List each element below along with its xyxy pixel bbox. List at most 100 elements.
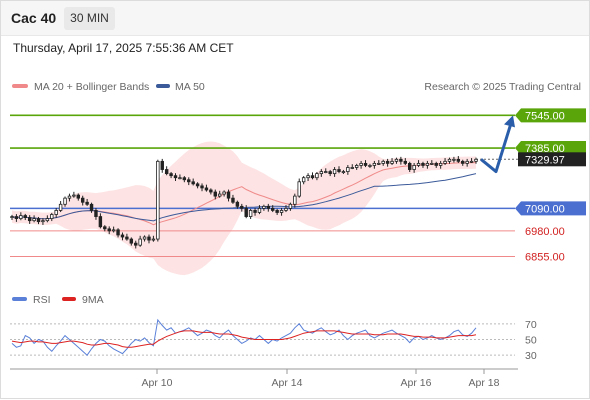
candle-body — [248, 210, 253, 217]
x-tick-label: Apr 16 — [401, 377, 432, 389]
candle-body — [10, 216, 14, 218]
candle-body — [160, 160, 164, 170]
x-axis: Apr 10 Apr 14 Apr 16 Apr 18 — [142, 369, 500, 389]
candle-body — [381, 160, 385, 164]
x-tick-label: Apr 18 — [469, 377, 500, 389]
candle-body — [209, 189, 213, 193]
header-bar: Cac 40 30 MIN — [0, 0, 590, 36]
level-label-7385.00: 7385.00 — [525, 143, 565, 155]
instrument-title: Cac 40 — [11, 10, 57, 26]
level-label-6980.00: 6980.00 — [525, 226, 565, 238]
candle-body — [301, 177, 306, 183]
candle-body — [359, 162, 363, 166]
candle-body — [27, 217, 32, 222]
interval-selector[interactable]: 30 MIN — [64, 7, 115, 30]
level-label-6855.00: 6855.00 — [525, 251, 565, 263]
candle-body — [23, 215, 27, 218]
candle-body — [324, 171, 328, 173]
candle-body — [434, 162, 438, 166]
candle-body — [235, 201, 240, 207]
candle-body — [120, 234, 125, 238]
level-tag-7545.00 — [515, 108, 586, 123]
candle-body — [244, 207, 248, 217]
candle-body — [438, 162, 443, 166]
rsi-ma-legend-swatch — [62, 297, 76, 301]
candles — [10, 156, 478, 249]
candle-body — [310, 175, 315, 179]
candle-body — [58, 203, 63, 211]
candle-body — [363, 162, 368, 166]
candle-body — [271, 207, 275, 211]
candle-body — [337, 169, 341, 172]
candle-body — [80, 197, 85, 203]
candle-body — [425, 162, 430, 166]
candle-body — [469, 160, 474, 163]
candle-body — [103, 226, 107, 230]
candle-body — [430, 162, 434, 165]
candle-body — [151, 238, 156, 241]
candle-body — [284, 207, 288, 211]
candle-body — [394, 158, 399, 162]
bollinger-legend-label: MA 20 + Bollinger Bands — [34, 81, 149, 93]
candle-body — [262, 205, 266, 209]
last-price-tag — [518, 152, 586, 167]
candle-body — [222, 191, 226, 195]
candle-body — [169, 173, 173, 177]
moving-averages — [11, 162, 477, 226]
candle-body — [368, 165, 372, 167]
candle-body — [354, 165, 359, 168]
rsi-legend-label: RSI — [33, 294, 51, 306]
candle-body — [346, 167, 350, 172]
candle-body — [257, 207, 262, 213]
rsi-tick-70: 70 — [525, 319, 537, 331]
candle-body — [372, 162, 377, 166]
candle-body — [76, 194, 80, 199]
candle-body — [350, 167, 354, 169]
candle-body — [275, 210, 279, 213]
candle-body — [50, 214, 54, 220]
candle-body — [72, 194, 76, 197]
forecast-arrow — [480, 115, 515, 174]
candle-body — [182, 177, 187, 181]
candle-body — [240, 205, 244, 209]
ma50-legend-label: MA 50 — [175, 81, 205, 93]
candle-body — [45, 218, 50, 222]
candle-body — [213, 191, 217, 197]
rsi-tick-50: 50 — [525, 335, 537, 347]
rsi-ma-legend-label: 9MA — [82, 294, 104, 306]
candle-body — [288, 203, 293, 209]
candle-body — [385, 160, 390, 164]
candle-body — [32, 218, 36, 222]
candle-body — [456, 158, 461, 162]
ma50-line — [11, 173, 477, 222]
candle-body — [319, 171, 324, 175]
candle-body — [164, 169, 169, 175]
candle-body — [403, 160, 408, 164]
candle-body — [416, 162, 421, 166]
candle-body — [156, 160, 160, 240]
candle-body — [421, 162, 425, 166]
x-tick-label: Apr 10 — [142, 377, 173, 389]
candle-body — [63, 197, 67, 205]
last-price-label: 7329.97 — [525, 154, 565, 166]
level-label-7090.00: 7090.00 — [525, 203, 565, 215]
x-tick-label: Apr 14 — [272, 377, 303, 389]
candle-body — [187, 179, 191, 183]
candle-body — [474, 158, 478, 162]
credit-label: Research © 2025 Trading Central — [424, 81, 581, 93]
candle-body — [408, 162, 412, 170]
ma50-legend-swatch — [156, 84, 170, 88]
forecast-arrowhead — [504, 115, 515, 128]
level-label-7545.00: 7545.00 — [525, 110, 565, 122]
candle-body — [14, 216, 19, 220]
candle-body — [231, 197, 235, 203]
bollinger-legend-swatch — [12, 84, 28, 88]
candle-body — [253, 210, 257, 213]
candle-body — [390, 160, 394, 164]
candle-body — [341, 171, 346, 173]
candle-body — [67, 195, 72, 199]
candle-body — [89, 203, 94, 211]
candle-body — [297, 181, 301, 197]
candle-body — [134, 242, 138, 246]
